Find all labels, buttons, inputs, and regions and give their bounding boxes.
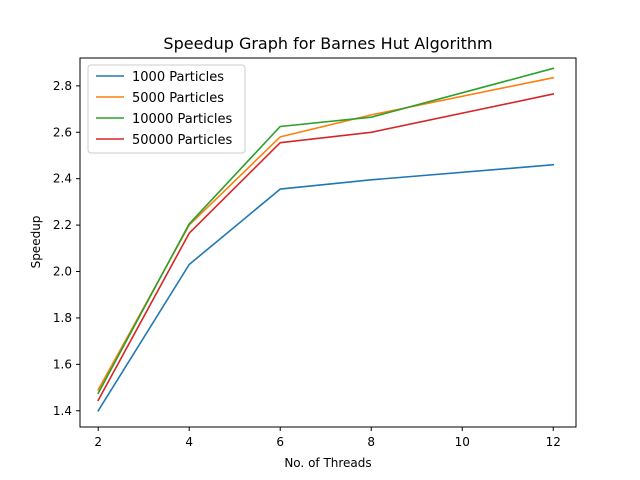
- x-tick-label: 4: [185, 435, 193, 449]
- x-tick-label: 2: [94, 435, 102, 449]
- y-axis: 1.4 1.6 1.8 2.0 2.2 2.4 2.6 2.8: [53, 79, 80, 418]
- series-line-50000: [97, 93, 555, 402]
- y-tick-label: 2.8: [53, 79, 72, 93]
- y-tick-label: 1.8: [53, 311, 72, 325]
- y-tick-label: 2.2: [53, 218, 72, 232]
- y-tick-label: 2.4: [53, 172, 72, 186]
- x-axis-label: No. of Threads: [284, 456, 371, 470]
- y-tick-label: 2.0: [53, 265, 72, 279]
- plot-frame: [79, 57, 577, 428]
- x-axis: 2 4 6 8 10 12: [94, 427, 561, 449]
- x-tick-label: 6: [276, 435, 284, 449]
- y-tick-label: 2.6: [53, 125, 72, 139]
- series-line-1000: [97, 163, 555, 412]
- series-lines: [97, 67, 555, 412]
- series-line-10000: [97, 67, 555, 395]
- x-tick-label: 10: [455, 435, 470, 449]
- x-tick-label: 8: [367, 435, 375, 449]
- x-tick-label: 12: [546, 435, 561, 449]
- legend-entry: 10000 Particles: [132, 112, 233, 127]
- legend: 1000 Particles 5000 Particles 10000 Partic…: [87, 64, 246, 154]
- legend-entry: 5000 Particles: [132, 91, 224, 106]
- chart-title: Speedup Graph for Barnes Hut Algorithm: [163, 34, 492, 53]
- legend-entry: 1000 Particles: [132, 70, 224, 85]
- y-axis-label: Speedup: [29, 216, 43, 269]
- y-tick-label: 1.4: [53, 404, 72, 418]
- legend-entry: 50000 Particles: [132, 133, 233, 148]
- y-tick-label: 1.6: [53, 357, 72, 371]
- legend-box: [87, 64, 246, 154]
